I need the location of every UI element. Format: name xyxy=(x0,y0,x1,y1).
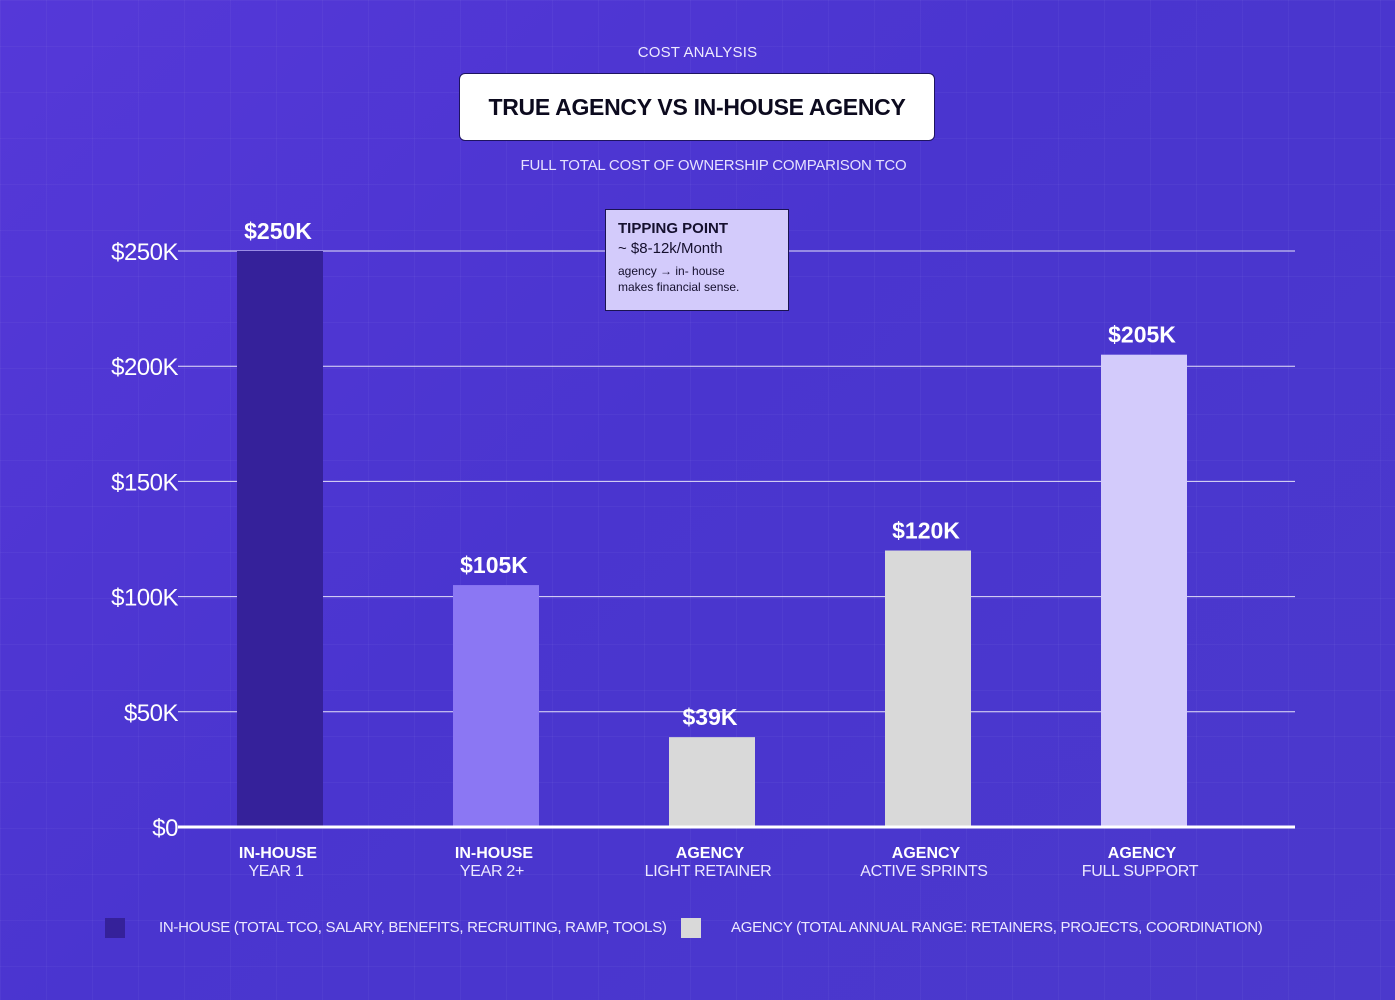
bar xyxy=(669,737,755,827)
tipping-point-callout: TIPPING POINT ~ $8-12k/Month agency → in… xyxy=(605,209,789,311)
bar-value-label: $105K xyxy=(460,552,528,578)
x-tick-label-line2: YEAR 1 xyxy=(248,863,304,880)
bar-value-label: $39K xyxy=(683,704,738,730)
x-tick-label-line2: FULL SUPPORT xyxy=(1082,863,1199,880)
bar-value-label: $205K xyxy=(1108,322,1176,348)
x-tick-label-line1: AGENCY xyxy=(676,845,745,862)
bar xyxy=(237,251,323,827)
x-tick-label-line2: ACTIVE SPRINTS xyxy=(860,863,987,880)
y-tick-label: $50K xyxy=(124,700,179,727)
chart-title-box: TRUE AGENCY VS IN-HOUSE AGENCY xyxy=(459,73,935,141)
callout-title: TIPPING POINT xyxy=(618,220,729,237)
y-tick-label: $100K xyxy=(111,585,178,612)
callout-value: ~ $8-12k/Month xyxy=(618,240,723,257)
legend-label-inhouse: IN-HOUSE (TOTAL TCO, SALARY, BENEFITS, R… xyxy=(159,919,667,936)
y-tick-label: $250K xyxy=(111,239,178,266)
callout-note: agency → in- house makes financial sense… xyxy=(618,263,776,295)
legend-swatch-agency xyxy=(681,918,701,938)
chart-subtitle: FULL TOTAL COST OF OWNERSHIP COMPARISON … xyxy=(520,157,907,174)
x-tick-label-line2: LIGHT RETAINER xyxy=(645,863,772,880)
legend-label-agency: AGENCY (TOTAL ANNUAL RANGE: RETAINERS, P… xyxy=(731,919,1263,936)
legend-swatch-inhouse xyxy=(105,918,125,938)
callout-note-line2: makes financial sense. xyxy=(618,280,740,294)
y-tick-label: $200K xyxy=(111,354,178,381)
x-tick-label-line1: IN-HOUSE xyxy=(239,845,318,862)
x-tick-label-line1: AGENCY xyxy=(1108,845,1177,862)
bar-value-label: $250K xyxy=(244,218,312,244)
bar xyxy=(1101,354,1187,827)
eyebrow-label: COST ANALYSIS xyxy=(637,44,758,61)
chart-legend: IN-HOUSE (TOTAL TCO, SALARY, BENEFITS, R… xyxy=(0,917,1395,939)
callout-note-line1: agency → in- house xyxy=(618,264,725,278)
y-tick-label: $150K xyxy=(111,469,178,496)
chart-title: TRUE AGENCY VS IN-HOUSE AGENCY xyxy=(488,93,906,120)
x-tick-label-line1: IN-HOUSE xyxy=(455,845,534,862)
y-tick-label: $0 xyxy=(152,815,178,842)
bar xyxy=(453,585,539,827)
x-tick-label-line2: YEAR 2+ xyxy=(460,863,524,880)
bar-value-label: $120K xyxy=(892,518,960,544)
x-tick-label-line1: AGENCY xyxy=(892,845,961,862)
bar xyxy=(885,550,971,827)
